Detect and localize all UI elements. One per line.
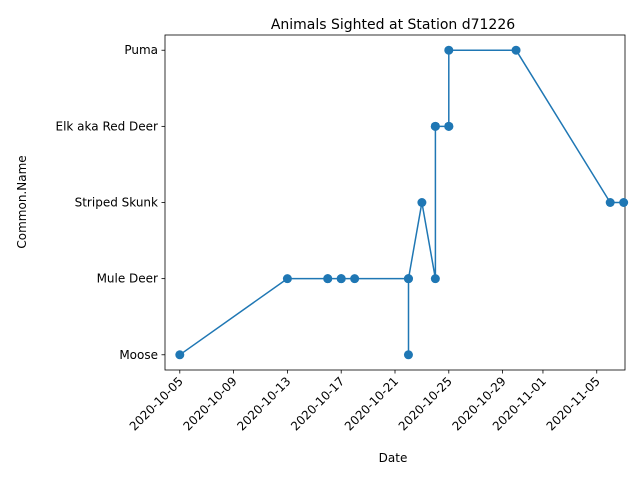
data-point bbox=[511, 45, 521, 55]
data-point bbox=[336, 274, 346, 284]
data-point bbox=[323, 274, 333, 284]
x-tick-label: 2020-10-25 bbox=[396, 374, 455, 433]
axes-frame bbox=[164, 34, 626, 371]
y-tick-label: Puma bbox=[124, 43, 158, 57]
x-tick-label: 2020-10-13 bbox=[234, 374, 293, 433]
data-point bbox=[605, 198, 615, 207]
y-axis-title: Common.Name bbox=[15, 155, 29, 248]
data-point bbox=[430, 121, 440, 131]
x-tick-label: 2020-11-05 bbox=[544, 374, 603, 433]
data-point bbox=[403, 350, 413, 360]
x-tick-label: 2020-10-05 bbox=[127, 374, 186, 433]
x-tick-label: 2020-10-09 bbox=[180, 374, 239, 433]
y-tick-label: Mule Deer bbox=[97, 272, 158, 286]
chart-title: Animals Sighted at Station d71226 bbox=[271, 17, 515, 33]
y-tick-label: Striped Skunk bbox=[75, 196, 158, 210]
data-point bbox=[444, 45, 454, 55]
plot-area: Moose Mule Deer Striped Skunk Elk aka Red D… bbox=[56, 34, 629, 433]
data-point bbox=[619, 198, 629, 207]
x-axis-title: Date bbox=[379, 451, 408, 465]
data-point bbox=[175, 350, 185, 360]
data-point bbox=[430, 274, 440, 284]
data-point bbox=[350, 274, 360, 284]
data-point bbox=[403, 274, 413, 284]
y-tick-label: Elk aka Red Deer bbox=[56, 119, 159, 133]
y-tick-label: Moose bbox=[119, 348, 158, 362]
data-point bbox=[282, 274, 292, 284]
x-tick-label: 2020-10-17 bbox=[288, 374, 347, 433]
data-point bbox=[444, 121, 454, 131]
x-tick-label: 2020-10-21 bbox=[342, 374, 401, 433]
data-point bbox=[417, 198, 427, 207]
series-line bbox=[179, 49, 624, 356]
